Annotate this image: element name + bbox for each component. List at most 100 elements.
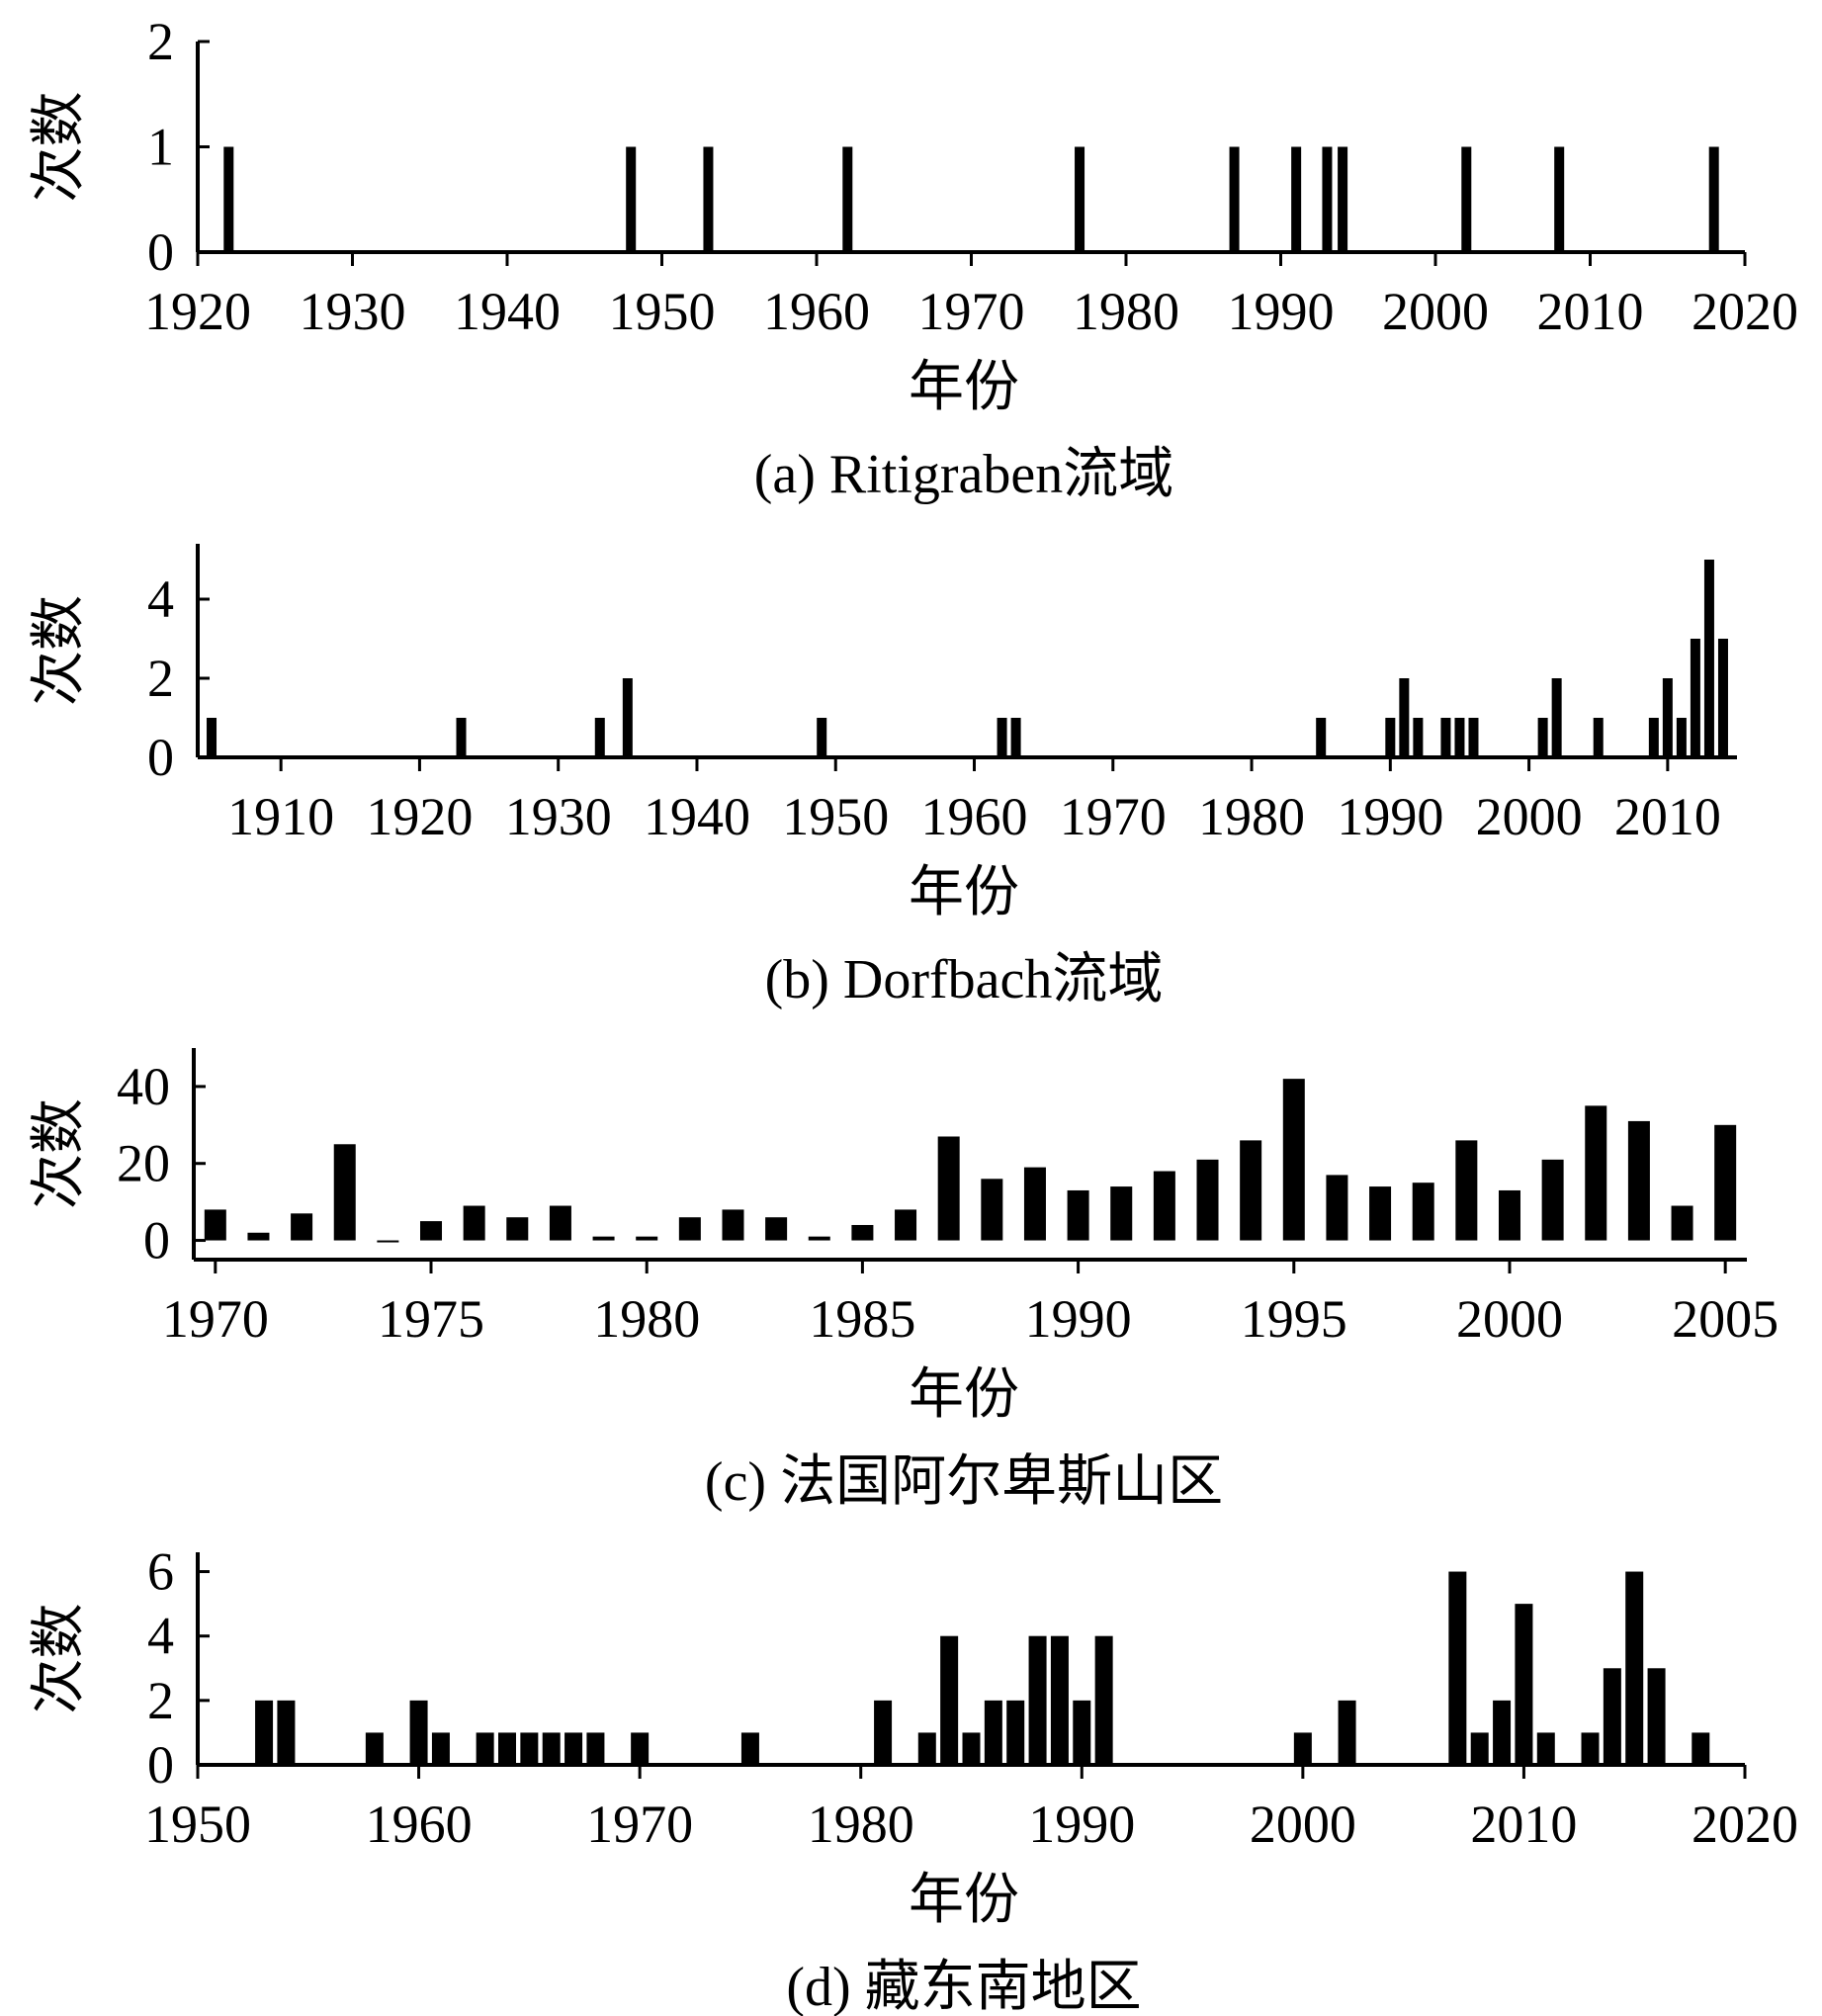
x-tick-label: 2020 (1692, 1795, 1798, 1854)
x-tick-label: 1970 (1060, 787, 1167, 846)
x-tick-label: 1975 (378, 1289, 484, 1349)
y-tick-label: 2 (147, 1671, 174, 1730)
panel-b: 0 2 4 1910 1920 1930 1940 1950 1960 1970 1980 1990 2… (29, 544, 1737, 1010)
bar-1981 (678, 1217, 701, 1241)
bar-1985 (1316, 718, 1327, 757)
x-tick-label: 1990 (1337, 787, 1443, 846)
panel-c: 0 20 40 1970 1975 1980 1985 1990 1995 2000 2005 次数年… (29, 1048, 1779, 1513)
bar-1975 (740, 1732, 759, 1765)
bar-1960 (409, 1700, 428, 1765)
x-axis-label: 年份 (909, 862, 1019, 923)
bar-1982 (722, 1209, 744, 1241)
bar-2009 (1493, 1700, 1512, 1765)
bar-1993 (1196, 1159, 1219, 1241)
y-axis-label: 次数 (29, 1098, 90, 1209)
bar-2009 (1648, 718, 1659, 757)
bar-1985 (962, 1732, 981, 1765)
bar-1970 (204, 1209, 226, 1241)
bar-2015 (1625, 1571, 1644, 1765)
bar-1988 (981, 1179, 1003, 1241)
y-axis-label: 次数 (29, 92, 90, 203)
bar-1992 (1413, 718, 1424, 757)
bar-2005 (1714, 1124, 1737, 1241)
bar-2002 (1461, 146, 1472, 252)
bar-1991 (1094, 1635, 1113, 1765)
x-tick-label: 2020 (1692, 282, 1798, 341)
panel-caption: (c) 法国阿尔卑斯山区 (705, 1451, 1223, 1513)
bar-2000 (1498, 1189, 1520, 1241)
x-tick-label: 1970 (162, 1289, 269, 1349)
bar-1978 (549, 1205, 571, 1241)
bar-1935 (622, 678, 633, 757)
bar-1987 (937, 1136, 960, 1241)
bar-1996 (1326, 1175, 1348, 1241)
x-tick-label: 2010 (1614, 787, 1721, 846)
bar-1966 (542, 1732, 561, 1765)
bar-1990 (1067, 1189, 1089, 1241)
bar-1977 (1075, 146, 1085, 252)
x-tick-label: 1980 (593, 1289, 700, 1349)
y-tick-label: 0 (147, 222, 174, 282)
x-tick-label: 1940 (644, 787, 750, 846)
bar-1989 (1050, 1635, 1069, 1765)
bar-2018 (1708, 146, 1719, 252)
bar-1994 (1240, 1140, 1262, 1241)
bar-1964 (498, 1732, 516, 1765)
bar-1958 (365, 1732, 384, 1765)
y-axis-label: 次数 (29, 595, 90, 706)
bar-1983 (765, 1217, 788, 1241)
x-tick-label: 1950 (609, 282, 716, 341)
x-tick-label: 1995 (1241, 1289, 1347, 1349)
x-tick-label: 1970 (586, 1795, 693, 1854)
x-axis-label: 年份 (909, 1364, 1019, 1426)
x-tick-label: 1920 (144, 282, 251, 341)
bar-1994 (1338, 146, 1348, 252)
bar-1988 (1028, 1635, 1047, 1765)
x-tick-label: 1990 (1028, 1795, 1135, 1854)
bar-1985 (851, 1224, 874, 1241)
bar-2002 (1338, 1700, 1356, 1765)
bar-1948 (626, 146, 637, 252)
x-tick-label: 1960 (921, 787, 1028, 846)
x-tick-label: 1980 (808, 1795, 914, 1854)
bar-2002 (1551, 678, 1562, 757)
y-tick-label: 0 (143, 1211, 170, 1271)
bar-2011 (1536, 1732, 1555, 1765)
x-tick-label: 1910 (227, 787, 334, 846)
x-tick-label: 1970 (918, 282, 1025, 341)
x-axis-label: 年份 (909, 357, 1019, 418)
bar-1986 (895, 1209, 917, 1241)
bar-1976 (463, 1205, 485, 1241)
x-axis-label: 年份 (909, 1870, 1019, 1931)
bar-1972 (291, 1213, 313, 1241)
bar-1984 (808, 1236, 830, 1241)
bar-1996 (1468, 718, 1479, 757)
panel-a: 0 1 2 1920 1930 1940 1950 1960 1970 1980 1990 2000 2… (29, 12, 1798, 505)
bar-1974 (377, 1240, 399, 1243)
bar-1999 (1455, 1140, 1478, 1241)
bar-2013 (1703, 560, 1714, 757)
bar-2001 (1541, 1159, 1564, 1241)
bar-1977 (506, 1217, 529, 1241)
x-tick-label: 1950 (144, 1795, 251, 1854)
bar-2018 (1692, 1732, 1710, 1765)
y-tick-label: 4 (147, 1607, 174, 1666)
bar-2007 (1448, 1571, 1467, 1765)
bar-2014 (1717, 639, 1728, 757)
bar-1989 (1023, 1167, 1046, 1241)
bar-2013 (1581, 1732, 1600, 1765)
bar-2000 (1293, 1732, 1312, 1765)
y-tick-label: 20 (117, 1134, 170, 1193)
bar-1922 (223, 146, 234, 252)
bar-2004 (1671, 1205, 1693, 1241)
x-tick-label: 2010 (1470, 1795, 1577, 1854)
bar-1980 (636, 1236, 658, 1241)
bar-1933 (594, 718, 605, 757)
bar-1995 (1282, 1079, 1305, 1241)
bar-1987 (1006, 1700, 1025, 1765)
x-tick-label: 2000 (1382, 282, 1489, 341)
bar-2014 (1603, 1668, 1621, 1765)
bar-1987 (1229, 146, 1240, 252)
